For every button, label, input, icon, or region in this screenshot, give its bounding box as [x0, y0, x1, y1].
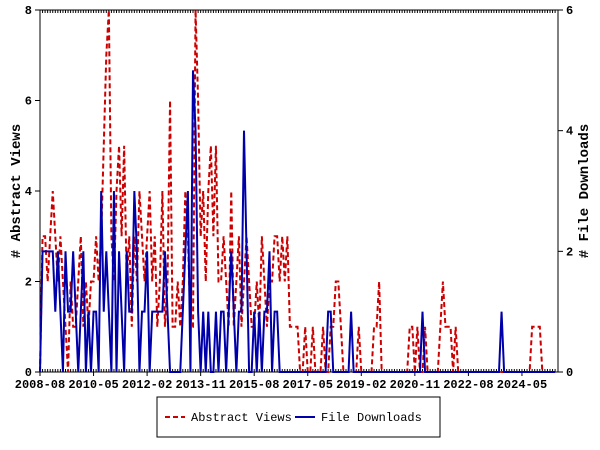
- y2-axis-label: # File Downloads: [577, 124, 593, 258]
- y-tick-label: 2: [25, 276, 32, 290]
- y2-tick-label: 2: [566, 245, 573, 259]
- legend-label: Abstract Views: [191, 411, 292, 425]
- x-tick-label: 2024-05: [497, 378, 547, 392]
- x-tick-label: 2015-08: [229, 378, 279, 392]
- x-tick-label: 2022-08: [443, 378, 493, 392]
- y-axis-label: # Abstract Views: [9, 124, 25, 258]
- y-tick-label: 8: [25, 4, 32, 18]
- x-tick-label: 2017-05: [283, 378, 333, 392]
- y-tick-label: 6: [25, 95, 32, 109]
- x-tick-label: 2008-08: [15, 378, 65, 392]
- x-tick-label: 2010-05: [68, 378, 118, 392]
- legend-label: File Downloads: [321, 411, 422, 425]
- y-tick-label: 0: [25, 366, 32, 380]
- y2-tick-label: 4: [566, 125, 573, 139]
- series-line: [39, 70, 556, 373]
- y-tick-label: 4: [25, 185, 32, 199]
- x-tick-label: 2013-11: [175, 378, 225, 392]
- y2-tick-label: 0: [566, 366, 573, 380]
- y2-tick-label: 6: [566, 4, 573, 18]
- x-tick-label: 2019-02: [336, 378, 386, 392]
- x-tick-label: 2020-11: [390, 378, 440, 392]
- legend: [156, 396, 441, 438]
- x-tick-label: 2012-02: [122, 378, 172, 392]
